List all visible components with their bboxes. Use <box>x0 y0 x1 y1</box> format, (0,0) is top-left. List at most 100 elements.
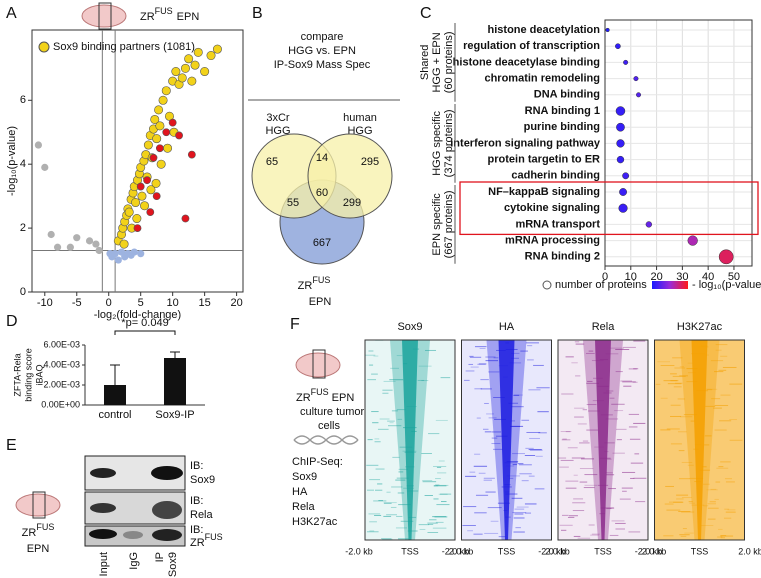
point <box>181 214 190 223</box>
panel-label: B <box>252 5 263 22</box>
y-tick-label: 6.00E-03 <box>43 339 80 349</box>
lane-label: Input <box>98 552 110 576</box>
label-part: ZR <box>190 537 205 549</box>
venn-count: 14 <box>316 152 328 164</box>
point <box>187 76 197 86</box>
venn-count: 299 <box>343 197 361 209</box>
category-label: DNA binding <box>534 89 600 101</box>
category-label: protein targetin to ER <box>488 154 601 166</box>
panel-title: ZRFUS EPN <box>140 6 199 23</box>
point <box>152 134 162 144</box>
dot <box>622 172 630 180</box>
set-label: EPN <box>309 296 332 308</box>
method-label: ChIP-Seq: <box>292 456 343 468</box>
x-tick-label: 15 <box>199 297 211 309</box>
venn-header: HGG vs. EPN <box>288 45 356 57</box>
point <box>131 198 141 208</box>
x-tick-label: TSS <box>498 546 516 556</box>
point <box>149 153 158 162</box>
y-tick-label: 4 <box>20 158 26 170</box>
blot-label: IB: <box>190 495 203 507</box>
blot-label: Sox9 <box>190 474 215 486</box>
category-label: cadherin binding <box>511 170 600 182</box>
x-tick-label: -10 <box>37 297 53 309</box>
dot <box>645 221 652 228</box>
cell-label: cells <box>318 420 341 432</box>
point <box>73 234 81 242</box>
point <box>47 230 55 239</box>
heatmap-frame <box>654 339 745 541</box>
point <box>143 140 153 150</box>
point <box>158 95 168 105</box>
venn-count: 55 <box>287 197 299 209</box>
category-label: cytokine signaling <box>504 202 600 214</box>
point <box>184 54 194 64</box>
label-sup: FUS <box>205 532 223 542</box>
y-tick-label: 0.00E+00 <box>41 399 80 409</box>
sample-label: EPN <box>27 543 50 555</box>
point <box>152 192 161 201</box>
dot <box>616 122 625 132</box>
x-tick-label: 2.0 kb <box>449 546 474 556</box>
bar <box>104 385 126 405</box>
dot <box>633 76 639 82</box>
point <box>171 67 181 77</box>
label-sup: FUS <box>311 387 329 397</box>
y-axis-label: iBAQ <box>34 364 44 385</box>
y-axis-label: -log₁₀(p-value) <box>6 126 18 196</box>
category-label: RNA binding 2 <box>525 251 600 263</box>
point <box>212 44 222 54</box>
x-tick-label: TSS <box>594 546 612 556</box>
venn-circles <box>251 133 393 265</box>
heatmap <box>461 339 552 541</box>
venn-count: 667 <box>313 237 331 249</box>
target-label: H3K27ac <box>292 516 338 528</box>
x-tick-label: 20 <box>650 271 662 283</box>
group-label: HGG + EPN <box>431 32 443 92</box>
heatmap-frame <box>557 339 649 541</box>
dna-icon <box>293 435 359 445</box>
point <box>156 159 166 169</box>
band <box>89 529 117 539</box>
point <box>168 118 177 127</box>
colorbar <box>652 281 688 289</box>
x-tick-label: 10 <box>625 271 637 283</box>
label-part: ZR <box>22 527 37 539</box>
brain-icon <box>81 2 127 30</box>
group-label: (667 proteins) <box>443 190 455 258</box>
x-tick-label: -2.0 kb <box>345 546 373 556</box>
venn-circle <box>307 133 393 219</box>
dot <box>718 249 734 265</box>
significance-bracket <box>114 330 176 335</box>
lane-label: IgG <box>128 552 140 570</box>
point <box>140 201 150 211</box>
point <box>136 182 145 191</box>
group-label: EPN specific <box>431 193 443 256</box>
title-part: ZR <box>140 11 155 23</box>
category-label: mRNA transport <box>515 218 600 230</box>
y-axis-label: ZFTA-Rela <box>12 353 22 396</box>
venn-header: compare <box>301 31 344 43</box>
title-part: EPN <box>177 11 200 23</box>
point <box>180 63 190 73</box>
dot <box>619 188 627 196</box>
heatmap-signal <box>595 340 611 540</box>
point <box>155 121 165 131</box>
point <box>161 86 171 96</box>
y-tick-label: 0 <box>20 286 26 298</box>
point <box>66 243 74 251</box>
heatmap-title: H3K27ac <box>677 321 723 333</box>
point <box>190 60 200 70</box>
heatmap <box>654 339 745 541</box>
plot-frame <box>604 19 753 267</box>
dot <box>605 27 610 33</box>
point <box>206 51 216 61</box>
error-bar <box>110 364 120 385</box>
point <box>41 163 49 171</box>
band <box>152 501 182 519</box>
x-tick-label: control <box>98 409 131 421</box>
point <box>175 131 183 140</box>
label-sup: FUS <box>312 275 330 285</box>
venn-count: 65 <box>266 156 278 168</box>
x-tick-label: 50 <box>728 271 740 283</box>
